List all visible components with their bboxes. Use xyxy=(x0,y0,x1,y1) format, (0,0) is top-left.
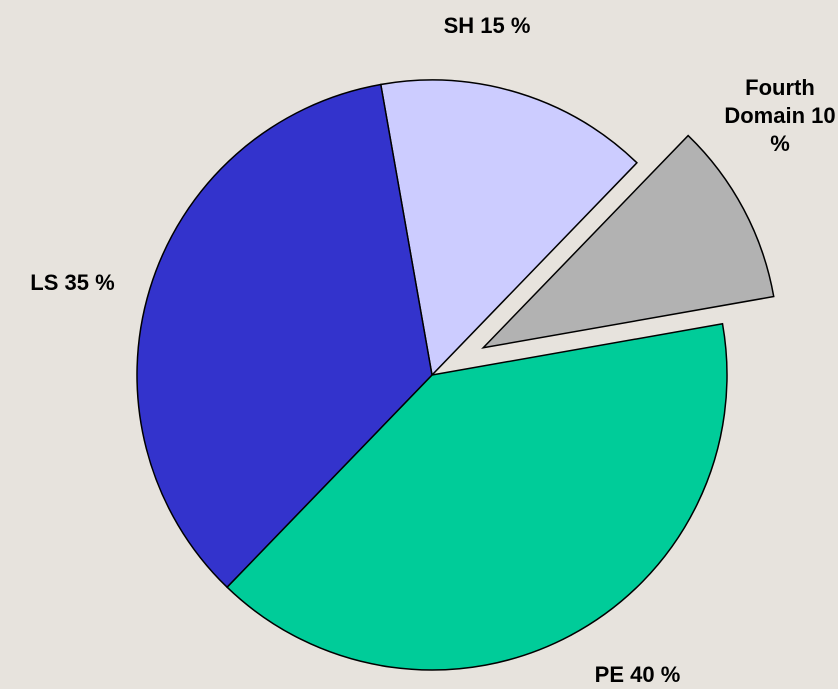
slice-value: 35 % xyxy=(64,270,115,295)
slice-label: Fourth Domain 10 % xyxy=(720,74,838,158)
slice-name: PE xyxy=(594,662,625,687)
slice-label: LS 35 % xyxy=(0,269,145,297)
slice-name: Fourth Domain xyxy=(724,75,815,128)
slice-name: LS xyxy=(30,270,59,295)
slice-name: SH xyxy=(443,13,475,38)
slice-value: 40 % xyxy=(630,662,681,687)
slice-value: 15 % xyxy=(480,13,531,38)
slice-value: 10 % xyxy=(770,103,836,156)
slice-label: PE 40 % xyxy=(570,661,705,689)
pie-slice xyxy=(136,83,433,589)
pie-slice xyxy=(379,79,638,377)
pie-slice xyxy=(481,134,775,349)
slice-label: SH 15 % xyxy=(417,12,557,40)
pie-slice xyxy=(226,322,728,671)
